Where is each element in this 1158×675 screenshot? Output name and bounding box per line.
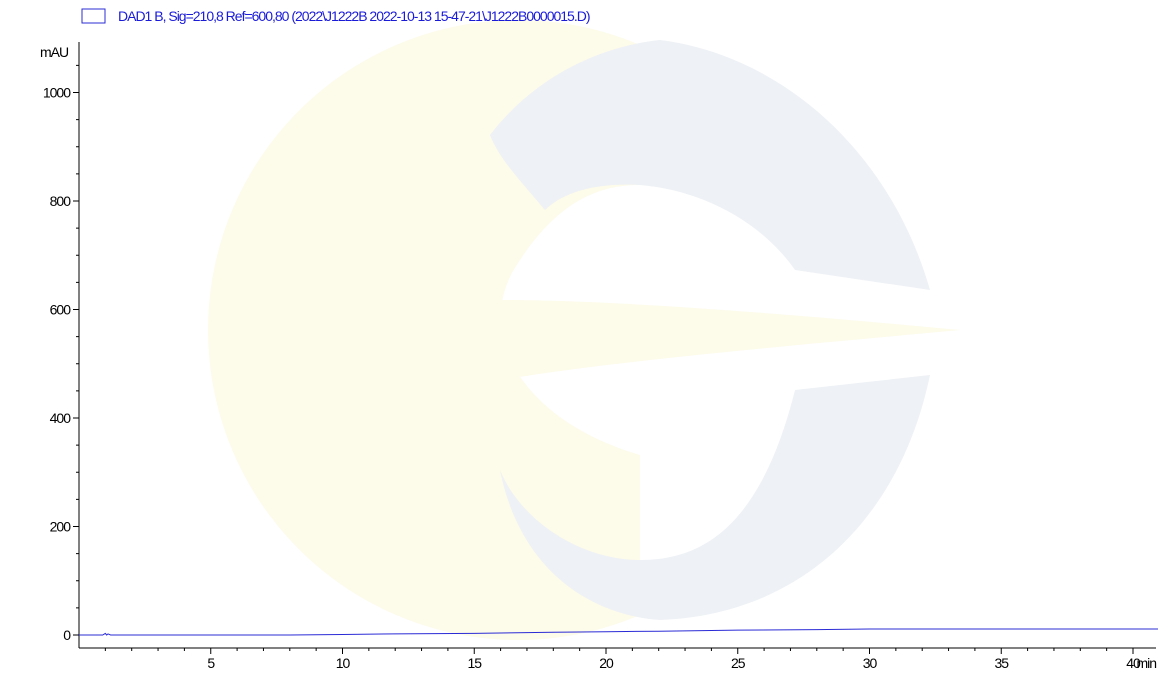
x-tick-label: 35 [994,655,1009,671]
series-line [79,628,1158,636]
series-layer [79,628,1158,636]
y-tick-label: 200 [50,519,72,535]
legend-series-label: DAD1 B, Sig=210,8 Ref=600,80 (2022\J1222… [118,8,590,24]
watermark-lower-arc [500,375,930,620]
y-axis-unit-label: mAU [40,44,69,60]
x-tick-label: 20 [599,655,614,671]
y-tick-label: 800 [50,193,72,209]
y-tick-label: 600 [50,302,72,318]
x-tick-label: 15 [467,655,482,671]
watermark-wedge [500,300,960,380]
x-tick-label: 25 [731,655,746,671]
y-tick-label: 1000 [43,85,71,101]
watermark-upper-arc [490,40,930,290]
x-tick-label: 30 [863,655,878,671]
y-tick-label: 400 [50,410,72,426]
x-axis-unit-label: min [1136,655,1156,671]
legend: DAD1 B, Sig=210,8 Ref=600,80 (2022\J1222… [81,8,591,24]
x-tick-label: 40 [1126,655,1141,671]
y-axis: 0 200 400 600 800 1000 [43,42,80,648]
x-tick-label: 5 [207,655,215,671]
x-tick-label: 10 [336,655,351,671]
y-tick-label: 0 [63,627,71,643]
legend-swatch [81,8,106,24]
logo-watermark-icon [208,20,960,640]
